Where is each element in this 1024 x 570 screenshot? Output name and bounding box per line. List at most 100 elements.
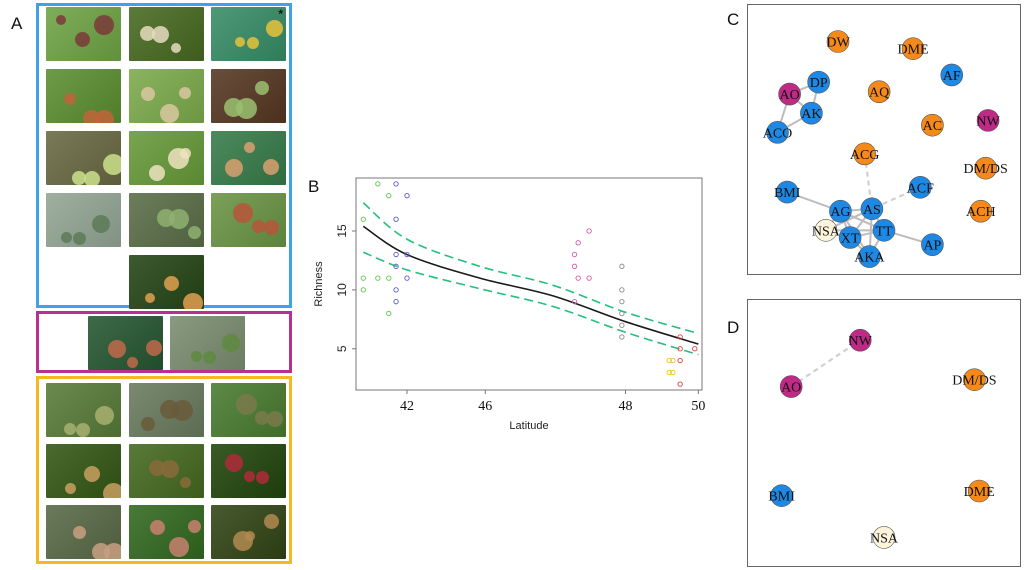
photo-marker: * [278,7,283,21]
photo-detail [233,531,253,551]
node-circle [858,245,881,268]
node-circle [766,121,789,144]
network-node: DME [964,479,995,503]
photo-detail [84,171,100,185]
node-label: ACH [966,205,996,220]
data-point [393,181,399,187]
photo-detail [145,293,155,303]
network-node: ACO [763,121,792,144]
node-circle [807,70,830,94]
photo-detail [146,340,162,356]
photo-detail [127,357,138,368]
x-tick-label: 46 [478,399,492,414]
photo-detail [256,471,269,484]
yellow-group-photo [46,505,121,559]
node-circle [967,479,991,503]
node-label: DM/DS [952,374,996,389]
data-point [393,299,399,305]
blue-group-photo [129,131,204,185]
data-point [375,181,381,187]
photo-detail [180,477,191,488]
photo-detail [108,340,126,358]
photo-detail [267,411,283,427]
data-point [666,369,672,375]
data-point [375,275,381,281]
node-circle [969,199,993,223]
photo-detail [244,142,255,153]
node-label: XT [841,231,860,246]
node-label: AF [943,69,961,84]
data-point [619,310,625,317]
node-label: AO [780,88,800,103]
data-point [404,275,410,281]
yellow-group-photo [211,444,286,498]
network-node: NSA [812,219,841,242]
node-label: DM/DS [963,162,1007,177]
network-node: ACF [907,176,934,199]
node-label: AP [923,239,941,254]
network-node: DP [807,70,830,94]
node-circle [976,109,1000,132]
network-node: AKA [854,245,886,268]
data-point [571,299,578,305]
network-node: DM/DS [952,368,997,391]
network-node: BMI [774,180,801,204]
network-node: AO [779,375,803,398]
node-circle [872,219,896,242]
photo-detail [103,154,121,175]
node-label: AS [863,203,881,218]
photo-detail [83,110,100,123]
photo-detail [95,406,114,425]
photo-detail [160,400,179,419]
network-node: ACG [850,142,880,166]
network-node: DM/DS [963,156,1008,180]
data-point [386,275,392,281]
network-node: TT [872,219,896,242]
upper-ci-line [362,202,699,335]
node-label: AG [830,205,850,220]
data-point [619,322,625,328]
photo-detail [255,81,269,95]
blue-group-photo [129,7,204,61]
network-node: ACH [966,199,996,223]
y-tick-label: 15 [335,224,349,238]
photo-detail [56,15,66,25]
node-circle [901,37,925,60]
photo-detail [233,203,253,223]
photo-detail [188,520,201,533]
photo-detail [224,98,243,117]
photo-detail [266,20,283,37]
node-label: ACG [850,148,880,163]
blue-group-photo [129,69,204,123]
network-node: AG [829,199,852,223]
node-label: DME [897,43,928,58]
node-circle [778,82,801,106]
node-label: NW [976,114,1000,129]
data-point [571,263,578,269]
photo-detail [73,232,86,245]
photo-detail [84,466,100,482]
photo-detail [76,423,90,437]
y-axis-label: Richness [313,261,325,307]
y-tick-label: 10 [335,283,349,297]
photo-detail [152,26,169,43]
data-point [670,357,676,364]
blue-group-photo [46,69,121,123]
node-circle [848,328,872,352]
node-circle [814,219,838,242]
photo-detail [179,87,191,99]
panel-c-label: C [727,10,740,29]
photo-detail [92,215,110,233]
photo-detail [65,483,76,494]
node-circle [909,176,932,199]
photo-detail [225,454,243,472]
photo-detail [64,423,76,435]
network-node: DME [897,37,929,60]
data-point [393,287,399,293]
photo-detail [255,411,269,425]
photo-group-magenta [36,311,292,373]
lower-ci-line [362,251,699,356]
photo-detail [149,165,165,181]
data-point [619,299,625,305]
node-circle [872,526,896,549]
